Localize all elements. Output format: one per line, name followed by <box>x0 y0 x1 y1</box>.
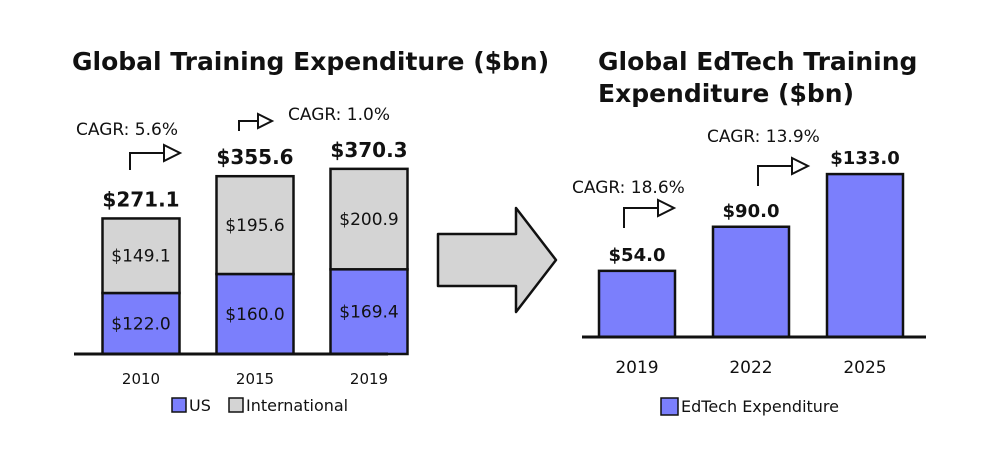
right-cagr-label-2: CAGR: 13.9% <box>707 127 820 147</box>
right-cagr-arrowhead-1-icon <box>657 198 677 218</box>
x-tick-2019: 2019 <box>615 358 658 378</box>
left-chart-x-ticks: 2010 2015 2019 <box>122 370 388 388</box>
x-tick-2025: 2025 <box>843 358 886 378</box>
data-label-international-2015: $195.6 <box>225 216 284 236</box>
left-cagr-label-2: CAGR: 1.0% <box>288 105 390 125</box>
right-chart-title-line-2: Expenditure ($bn) <box>598 79 854 108</box>
left-cagr-label-1: CAGR: 5.6% <box>76 120 178 140</box>
legend-label-us: US <box>189 396 211 415</box>
data-label-us-2019: $169.4 <box>339 303 398 323</box>
data-label-edtech-2022: $90.0 <box>723 201 780 222</box>
bar-international-2019 <box>329 167 409 271</box>
bar-edtech-2022 <box>711 225 791 339</box>
data-label-international-2010: $149.1 <box>111 247 170 267</box>
left-cagr-arrowhead-2-icon <box>257 112 275 130</box>
left-cagr-arrowhead-1-icon <box>163 143 183 163</box>
right-cagr-arrowhead-2-icon <box>791 156 811 176</box>
left-cagr-arrow-1-icon <box>129 152 164 170</box>
right-chart-x-ticks: 2019 2022 2025 <box>615 358 886 378</box>
left-chart-labels: $122.0 $149.1 $271.1 $160.0 $195.6 $355.6 $169… <box>102 138 407 335</box>
total-label-2015: $355.6 <box>216 145 293 169</box>
legend-swatch-us <box>171 397 187 413</box>
right-chart-labels: $54.0 $90.0 $133.0 <box>609 148 900 266</box>
x-tick-2022: 2022 <box>729 358 772 378</box>
bar-international-2010 <box>101 217 181 295</box>
left-cagr-arrow-2-icon <box>238 120 258 131</box>
data-label-international-2019: $200.9 <box>339 210 398 230</box>
right-chart-bars <box>597 172 905 339</box>
legend-label-international: International <box>246 396 348 415</box>
data-label-edtech-2025: $133.0 <box>830 148 899 169</box>
total-label-2010: $271.1 <box>102 187 179 211</box>
transition-arrow-icon <box>436 206 558 314</box>
x-tick-2010: 2010 <box>122 370 160 388</box>
left-chart-bars <box>101 167 409 356</box>
legend-swatch-international <box>228 397 244 413</box>
total-label-2019: $370.3 <box>330 138 407 162</box>
bar-us-2010 <box>101 291 181 356</box>
data-label-edtech-2019: $54.0 <box>609 245 666 266</box>
right-cagr-arrow-2-icon <box>757 165 792 186</box>
data-label-us-2010: $122.0 <box>111 315 170 335</box>
right-cagr-label-1: CAGR: 18.6% <box>572 178 685 198</box>
x-tick-2019: 2019 <box>350 370 388 388</box>
left-chart-title: Global Training Expenditure ($bn) <box>72 47 549 76</box>
bar-edtech-2025 <box>825 172 905 339</box>
bar-international-2015 <box>215 174 295 276</box>
legend-swatch-edtech <box>660 397 679 416</box>
right-cagr-arrow-1-icon <box>623 207 658 228</box>
x-tick-2015: 2015 <box>236 370 274 388</box>
data-label-us-2015: $160.0 <box>225 305 284 325</box>
bar-edtech-2019 <box>597 269 677 339</box>
right-chart-title-line-1: Global EdTech Training <box>598 47 917 76</box>
legend-label-edtech: EdTech Expenditure <box>681 397 839 416</box>
